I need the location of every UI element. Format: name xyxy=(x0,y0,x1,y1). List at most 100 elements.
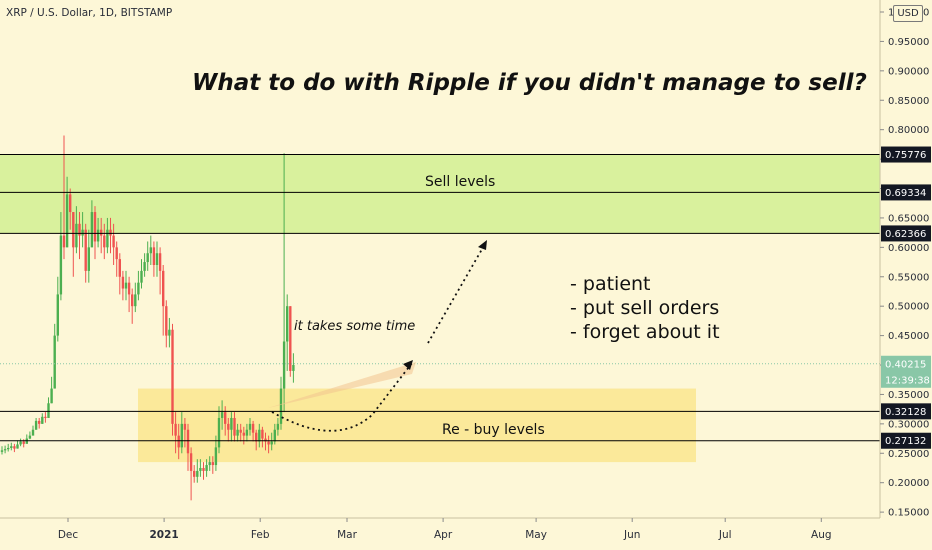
level-price-label: 0.69334 xyxy=(885,188,926,199)
level-price-label: 0.75776 xyxy=(885,150,926,161)
candle-body xyxy=(230,417,233,430)
candle-body xyxy=(93,212,97,242)
candle-body xyxy=(121,276,125,289)
candle-body xyxy=(214,447,218,466)
time-axis: Dec 2021 Feb Mar Apr May Jun Jul Aug xyxy=(0,517,932,550)
candle-body xyxy=(282,341,286,389)
price-tick-label: 0.85000 xyxy=(888,96,929,107)
candle-body xyxy=(211,462,214,466)
price-tick-label: 0.15000 xyxy=(888,508,929,519)
candle-body xyxy=(3,449,7,451)
forecast-triangle xyxy=(268,362,416,408)
candle-body xyxy=(143,262,146,271)
candles-layer xyxy=(0,135,295,501)
candle-body xyxy=(202,467,205,471)
candle-body xyxy=(165,306,168,336)
time-tick-label: 2021 xyxy=(149,529,178,541)
candle-body xyxy=(255,432,258,442)
candle-body xyxy=(87,247,90,271)
price-tick-label: 0.60000 xyxy=(888,243,929,254)
candle-body xyxy=(251,423,255,433)
candle-body xyxy=(22,441,25,444)
candle-body xyxy=(41,416,44,424)
chart-title: What to do with Ripple if you didn't man… xyxy=(192,70,867,96)
candle-body xyxy=(261,429,264,439)
candle-body xyxy=(131,294,134,307)
candle-body xyxy=(217,417,221,448)
price-tick-label: 0.95000 xyxy=(888,37,929,48)
dotted-arrow xyxy=(427,243,486,344)
current-price-tag xyxy=(881,355,931,388)
candle-body xyxy=(10,446,13,448)
price-tick-label: 0.45000 xyxy=(888,331,929,342)
level-price-tag xyxy=(881,184,931,201)
candle-body xyxy=(69,194,72,213)
candle-body xyxy=(189,453,193,471)
candle-body xyxy=(224,412,227,424)
candle-body xyxy=(19,441,22,445)
candle-body xyxy=(7,447,10,450)
candle-body xyxy=(193,470,196,477)
candle-body xyxy=(162,270,165,307)
candle-body xyxy=(140,270,143,283)
time-tick-label: Dec xyxy=(58,529,79,541)
zone-layer xyxy=(0,154,880,463)
level-price-label: 0.27132 xyxy=(885,436,926,447)
currency-button[interactable]: USD xyxy=(893,5,923,22)
candle-body xyxy=(245,429,249,436)
price-tick-label: 0.35000 xyxy=(888,390,929,401)
candle-body xyxy=(53,335,56,389)
candle-body xyxy=(106,229,109,248)
candle-body xyxy=(158,253,162,271)
strategy-list: - patient - put sell orders - forget abo… xyxy=(570,272,720,344)
candle-body xyxy=(242,432,245,436)
time-note: it takes some time xyxy=(294,319,416,334)
candle-body xyxy=(267,441,270,445)
candle-body xyxy=(199,467,202,471)
strategy-item: - forget about it xyxy=(570,321,720,343)
time-tick-label: Jul xyxy=(718,529,732,541)
candle-body xyxy=(177,435,180,448)
candle-body xyxy=(146,253,149,263)
level-price-label: 0.32128 xyxy=(885,407,926,418)
candle-body xyxy=(137,282,140,295)
dotted-arc xyxy=(271,362,413,432)
price-tick-label: 0.25000 xyxy=(888,449,929,460)
candle-body xyxy=(75,223,78,248)
candle-body xyxy=(90,212,94,248)
time-tick-label: May xyxy=(525,529,547,541)
level-price-tag xyxy=(881,146,931,163)
candle-body xyxy=(289,306,292,371)
candle-body xyxy=(273,429,276,442)
time-tick-label: Apr xyxy=(434,529,453,541)
levels-layer xyxy=(0,154,880,442)
candle-body xyxy=(248,423,252,430)
candle-body xyxy=(180,423,183,448)
candle-body xyxy=(84,229,87,271)
candle-body xyxy=(59,235,63,295)
candle-body xyxy=(115,247,118,260)
candle-body xyxy=(168,329,171,336)
candle-body xyxy=(279,388,283,424)
time-axis-background xyxy=(0,518,932,550)
candle-body xyxy=(208,462,211,466)
time-tick-label: Aug xyxy=(811,529,832,541)
candle-body xyxy=(270,441,273,445)
time-tick-label: Mar xyxy=(337,529,357,541)
candle-body xyxy=(109,229,112,236)
candle-body xyxy=(100,229,103,236)
candle-body xyxy=(174,423,177,436)
candle-body xyxy=(96,229,100,242)
candle-body xyxy=(118,259,121,277)
candle-body xyxy=(13,446,16,449)
level-price-label: 0.62366 xyxy=(885,229,926,240)
candle-body xyxy=(186,429,190,454)
arrow-head xyxy=(478,240,487,250)
candle-body xyxy=(258,429,261,442)
candle-body xyxy=(72,212,75,248)
candle-body xyxy=(56,294,59,336)
candle-body xyxy=(44,416,47,418)
price-tick-label: 0.65000 xyxy=(888,213,929,224)
candle-body xyxy=(47,403,50,418)
